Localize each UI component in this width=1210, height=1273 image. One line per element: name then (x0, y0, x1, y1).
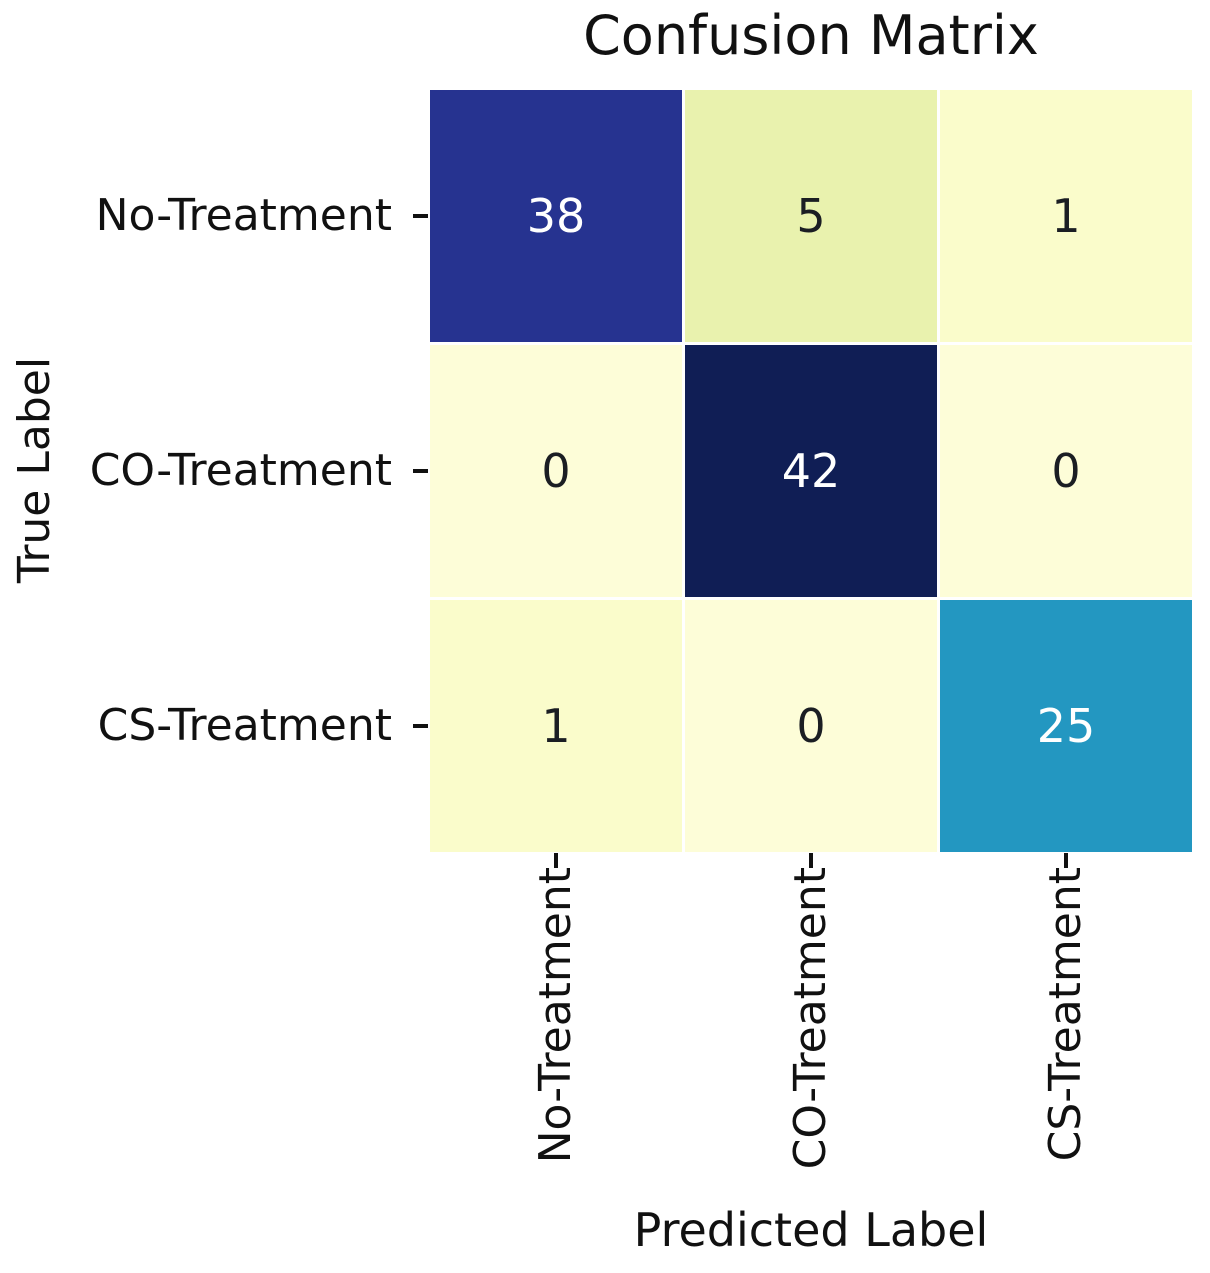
heatmap-cell-r0c2: 1 (940, 90, 1192, 342)
heatmap-cell-r1c1: 42 (685, 345, 937, 597)
x-tick-label-co-treatment: CO-Treatment (785, 867, 836, 1170)
x-tick-mark (554, 853, 558, 868)
x-axis-title: Predicted Label (633, 1203, 989, 1257)
x-tick-label-no-treatment: No-Treatment (530, 867, 581, 1164)
y-tick-label-co-treatment: CO-Treatment (89, 445, 392, 496)
heatmap-cell-r1c0: 0 (430, 345, 682, 597)
y-tick-mark (413, 469, 428, 473)
heatmap-cell-r2c2: 25 (940, 600, 1192, 852)
heatmap-grid: 38 5 1 0 42 0 1 0 25 (430, 90, 1192, 852)
y-tick-mark (413, 724, 428, 728)
heatmap-cell-r2c0: 1 (430, 600, 682, 852)
y-tick-mark (413, 214, 428, 218)
heatmap-cell-r1c2: 0 (940, 345, 1192, 597)
heatmap-cell-r2c1: 0 (685, 600, 937, 852)
chart-title: Confusion Matrix (583, 4, 1039, 67)
x-tick-label-cs-treatment: CS-Treatment (1040, 867, 1091, 1162)
heatmap-cell-r0c0: 38 (430, 90, 682, 342)
x-tick-mark (1064, 853, 1068, 868)
x-tick-mark (809, 853, 813, 868)
y-tick-label-cs-treatment: CS-Treatment (97, 700, 392, 751)
heatmap-cell-r0c1: 5 (685, 90, 937, 342)
y-tick-label-no-treatment: No-Treatment (95, 190, 392, 241)
